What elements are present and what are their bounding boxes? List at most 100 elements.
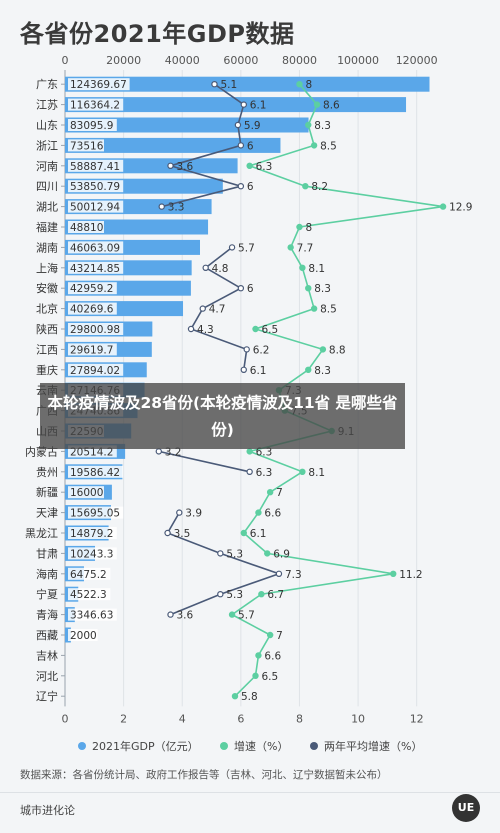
gdp-label-bg (68, 98, 124, 111)
growth-data-label: 6.6 (264, 650, 281, 662)
gdp-data-label: 48810 (70, 222, 103, 234)
growth-point (296, 223, 303, 231)
avg-growth-point (217, 591, 224, 598)
growth-point (266, 489, 274, 496)
growth-data-label: 6.5 (262, 324, 279, 336)
growth-data-label: 6.6 (264, 508, 281, 520)
growth-data-label: 11.2 (399, 569, 422, 581)
avg-growth-point (237, 182, 245, 190)
gdp-chart: 0 20000 40000 60000 80000 100000 120000 0 2 4 6 8 10… (25, 54, 472, 725)
gdp-data-label: 83095.9 (70, 120, 113, 132)
avg-growth-line (166, 512, 282, 616)
avg-growth-data-label: 3.3 (168, 202, 185, 214)
gdp-data-label: 58887.41 (70, 161, 120, 173)
avg-growth-data-label: 6.1 (250, 365, 267, 377)
bottom-axis-tick: 10 (351, 712, 365, 725)
bottom-axis-tick: 0 (62, 712, 69, 725)
avg-growth-point (240, 366, 247, 373)
category-label: 重庆 (36, 363, 58, 377)
gdp-data-label: 29619.7 (70, 344, 113, 356)
category-label: 福建 (36, 220, 58, 234)
gdp-label-bg (68, 78, 130, 91)
growth-point (296, 80, 303, 88)
category-label: 湖北 (36, 201, 58, 214)
avg-growth-data-label: 5.9 (244, 120, 261, 132)
category-label: 山东 (36, 119, 58, 132)
gdp-data-label: 3346.63 (70, 610, 113, 622)
avg-growth-point (237, 285, 245, 292)
avg-growth-data-label: 3.6 (177, 161, 194, 173)
growth-point (287, 244, 294, 251)
gdp-data-label: 46063.09 (70, 242, 120, 254)
legend-avg-label: 两年平均增速（%） (324, 740, 423, 753)
growth-data-label: 5.8 (241, 691, 258, 703)
growth-point (390, 570, 397, 578)
gdp-data-label: 20514.2 (70, 446, 113, 458)
avg-growth-point (176, 509, 183, 516)
avg-growth-point (167, 611, 174, 618)
avg-growth-point (240, 101, 247, 108)
avg-growth-data-label: 6.3 (256, 467, 273, 479)
avg-growth-data-label: 5.3 (226, 589, 243, 601)
category-label: 吉林 (36, 648, 58, 662)
brand-logo: UE (452, 794, 480, 822)
gdp-label-bg (68, 527, 117, 539)
bottom-axis-tick: 6 (237, 712, 244, 725)
bottom-axis-tick: 12 (410, 712, 424, 725)
legend-avg: 两年平均增速（%） (310, 738, 422, 754)
avg-growth-point (187, 325, 195, 333)
gdp-label-bg (68, 363, 124, 376)
growth-data-label: 8.2 (311, 181, 328, 193)
category-label: 河南 (36, 160, 58, 173)
category-label: 西藏 (36, 629, 58, 642)
legend-growth-swatch (220, 742, 228, 750)
avg-growth-data-label: 6.1 (250, 100, 267, 112)
category-label: 江苏 (36, 99, 58, 112)
gdp-data-label: 124369.67 (70, 79, 127, 91)
top-axis-tick: 100000 (337, 54, 379, 67)
growth-point (246, 162, 253, 169)
avg-growth-point (155, 448, 162, 455)
category-label: 海南 (36, 567, 58, 581)
category-label: 贵州 (36, 466, 58, 479)
growth-point (310, 305, 318, 312)
avg-growth-point (217, 550, 224, 557)
growth-point (313, 101, 321, 108)
gdp-data-label: 16000 (70, 487, 103, 499)
growth-point (266, 631, 274, 639)
bottom-axis-tick: 2 (120, 712, 127, 725)
growth-point (255, 652, 262, 659)
growth-point (439, 203, 447, 210)
growth-data-label: 6.9 (273, 548, 290, 560)
growth-point (264, 550, 271, 557)
footer-brand: 城市进化论 (20, 804, 75, 817)
top-axis-tick: 40000 (165, 54, 200, 67)
growth-data-label: 8.5 (320, 304, 337, 316)
growth-data-label: 8.1 (308, 467, 325, 479)
growth-data-label: 6.7 (267, 589, 284, 601)
gdp-data-label: 43214.85 (70, 263, 120, 275)
avg-growth-point (167, 162, 174, 169)
gdp-data-label: 6475.2 (70, 569, 107, 581)
avg-growth-point (234, 121, 242, 129)
growth-data-label: 8.8 (329, 344, 346, 356)
category-label: 浙江 (36, 139, 58, 152)
growth-point (305, 121, 312, 129)
growth-data-label: 6.3 (256, 446, 273, 458)
gdp-label-bg (68, 506, 124, 519)
gdp-label-bg (68, 465, 124, 478)
gdp-label-bg (68, 323, 124, 335)
gdp-data-label: 73516 (70, 140, 104, 152)
gdp-bar (65, 76, 430, 92)
gdp-data-label: 42959.2 (70, 283, 113, 295)
growth-data-label: 8.6 (323, 100, 340, 112)
legend-gdp: 2021年GDP（亿元） (78, 738, 199, 754)
avg-growth-point (243, 346, 250, 353)
avg-growth-data-label: 4.7 (209, 304, 226, 316)
avg-growth-data-label: 6 (247, 140, 254, 152)
growth-data-label: 8.5 (320, 140, 337, 152)
top-axis-tick: 0 (62, 54, 69, 67)
avg-growth-point (202, 264, 209, 271)
top-axis-tick: 60000 (223, 54, 258, 67)
avg-growth-line (158, 450, 250, 473)
